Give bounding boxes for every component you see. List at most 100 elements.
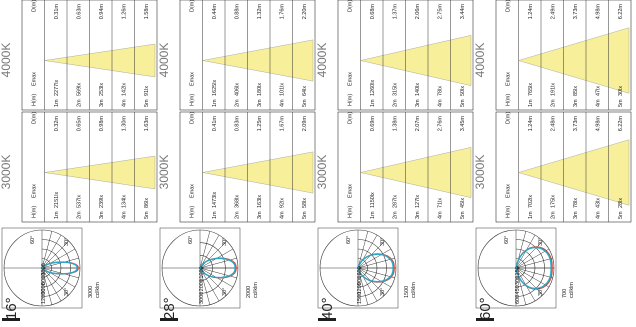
row-emax: 406lx (234, 83, 240, 96)
polar-spoke (199, 257, 237, 269)
polar-unit-label: cd/klm (411, 282, 417, 298)
row-height: 1m (54, 99, 60, 107)
row-diameter: 0.41m (212, 116, 218, 132)
row-height: 4m (437, 99, 443, 107)
polar-ring-label-group: 3000 (41, 263, 47, 275)
table-row-emax-group: 91lx (144, 86, 150, 96)
table-header: Emax (31, 72, 37, 86)
table-header-group: H(m) (31, 206, 37, 218)
row-diameter: 2.49m (550, 4, 556, 20)
table-row-d-group: 2.48m (550, 116, 556, 132)
polar-spoke (41, 267, 70, 296)
row-height: 3m (573, 211, 579, 219)
row-emax: 30lx (618, 86, 624, 96)
row-emax: 1260lx (370, 80, 376, 96)
panel-accent-bar (318, 318, 336, 321)
beam-angle-label: 16° (3, 297, 20, 320)
polar-ring-label: 2000 (199, 279, 205, 291)
table-row-emax-group: 180lx (257, 83, 263, 96)
row-height: 2m (234, 99, 240, 107)
table-header-group: D(m) (31, 0, 37, 12)
row-height: 4m (437, 211, 443, 219)
polar-spoke (41, 267, 53, 305)
temp-header-4000k-group: 4000K (157, 43, 171, 78)
table-row-d-group: 2.07m (415, 116, 421, 132)
polar-angle-group: 60° (188, 236, 194, 244)
row-diameter: 6.22m (618, 4, 624, 20)
temp-header-3000k-group: 3000K (157, 155, 171, 190)
polar-angle-label: 60° (346, 236, 352, 244)
table-header-group: D(m) (347, 0, 353, 12)
polar-angle-label: 30° (64, 288, 70, 296)
polar-spoke (41, 234, 62, 269)
temp-header-4000k: 4000K (157, 43, 171, 78)
table-row-d-group: 1.25m (257, 116, 263, 132)
table-row-h-group: 5m (302, 99, 308, 107)
table-row-d-group: 1.24m (528, 116, 534, 132)
polar-unit-label: cd/klm (569, 282, 575, 298)
table-3000-table: H(m) Emax D(m) 1m 1150lx 0.69m 2m 287lx 1.38m 3m 1… (337, 112, 474, 223)
temp-header-3000k-group: 3000K (473, 155, 487, 190)
table-row-d-group: 1.24m (528, 4, 534, 20)
polar-angle-group: 60° (504, 236, 510, 244)
polar-ring-label-group: 450 (515, 285, 521, 294)
table-row-h-group: 4m (279, 211, 285, 219)
table-row-emax-group: 2277lx (54, 80, 60, 96)
table-3000-table: H(m) Emax D(m) 1m 2151lx 0.32m 2m 537lx 0.65m 3m 2… (21, 112, 158, 223)
table-row-h-group: 1m (54, 211, 60, 219)
polar-angle-label: 30° (538, 238, 544, 246)
polar-ring-label-group: 1200 (357, 282, 363, 294)
row-height: 3m (415, 99, 421, 107)
row-diameter: 1.76m (279, 4, 285, 20)
table-row-d-group: 1.38m (392, 116, 398, 132)
polar-ring-label: 300 (515, 276, 521, 285)
row-diameter: 1.63m (144, 116, 150, 132)
row-height: 3m (415, 211, 421, 219)
row-diameter: 4.98m (595, 116, 601, 132)
table-header-group: Emax (347, 184, 353, 198)
polar-ring-label: 600 (515, 295, 521, 304)
row-diameter: 0.94m (99, 4, 105, 20)
polar-frame (1, 227, 83, 309)
polar-spoke (515, 267, 550, 288)
table-row-emax-group: 253lx (99, 83, 105, 96)
row-diameter: 1.38m (392, 116, 398, 132)
table-header: D(m) (347, 0, 353, 12)
table-row-d-group: 3.73m (573, 116, 579, 132)
polar-frame (475, 227, 557, 309)
temp-header-4000k-group: 4000K (315, 43, 329, 78)
polar-unit-group: 700 cd/klm (562, 282, 575, 298)
table-row-emax-group: 64lx (302, 86, 308, 96)
row-emax: 142lx (121, 83, 127, 96)
polar-angle-group-2: 30° (64, 288, 70, 296)
polar-ring-label-group: 600 (357, 266, 363, 275)
polar-spoke (41, 267, 62, 302)
table-row-h-group: 5m (460, 211, 466, 219)
table-header-group: H(m) (189, 94, 195, 106)
table-header-group: H(m) (505, 94, 511, 106)
row-diameter: 0.32m (54, 116, 60, 132)
table-3000-table: H(m) Emax D(m) 1m 1473lx 0.41m 2m 368lx 0.83m 3m 1… (179, 112, 316, 223)
row-emax: 1150lx (370, 192, 376, 208)
polar-spoke (357, 257, 395, 269)
row-height: 3m (257, 211, 263, 219)
row-emax: 78lx (437, 86, 443, 96)
row-height: 5m (302, 99, 308, 107)
table-row-emax-group: 287lx (392, 195, 398, 208)
polar-angle-group-3: 30° (538, 238, 544, 246)
table-header: H(m) (505, 94, 511, 106)
table-row-h-group: 2m (550, 99, 556, 107)
row-emax: 28lx (618, 198, 624, 208)
row-emax: 569lx (76, 83, 82, 96)
table-row-h-group: 3m (257, 211, 263, 219)
table-header: Emax (189, 72, 195, 86)
row-emax: 47lx (595, 86, 601, 96)
polar-spoke (41, 257, 79, 269)
table-header: H(m) (189, 206, 195, 218)
polar-ring-label: 600 (357, 266, 363, 275)
polar-spoke (357, 267, 369, 305)
table-row-h-group: 3m (415, 99, 421, 107)
polar-spoke (515, 267, 553, 279)
